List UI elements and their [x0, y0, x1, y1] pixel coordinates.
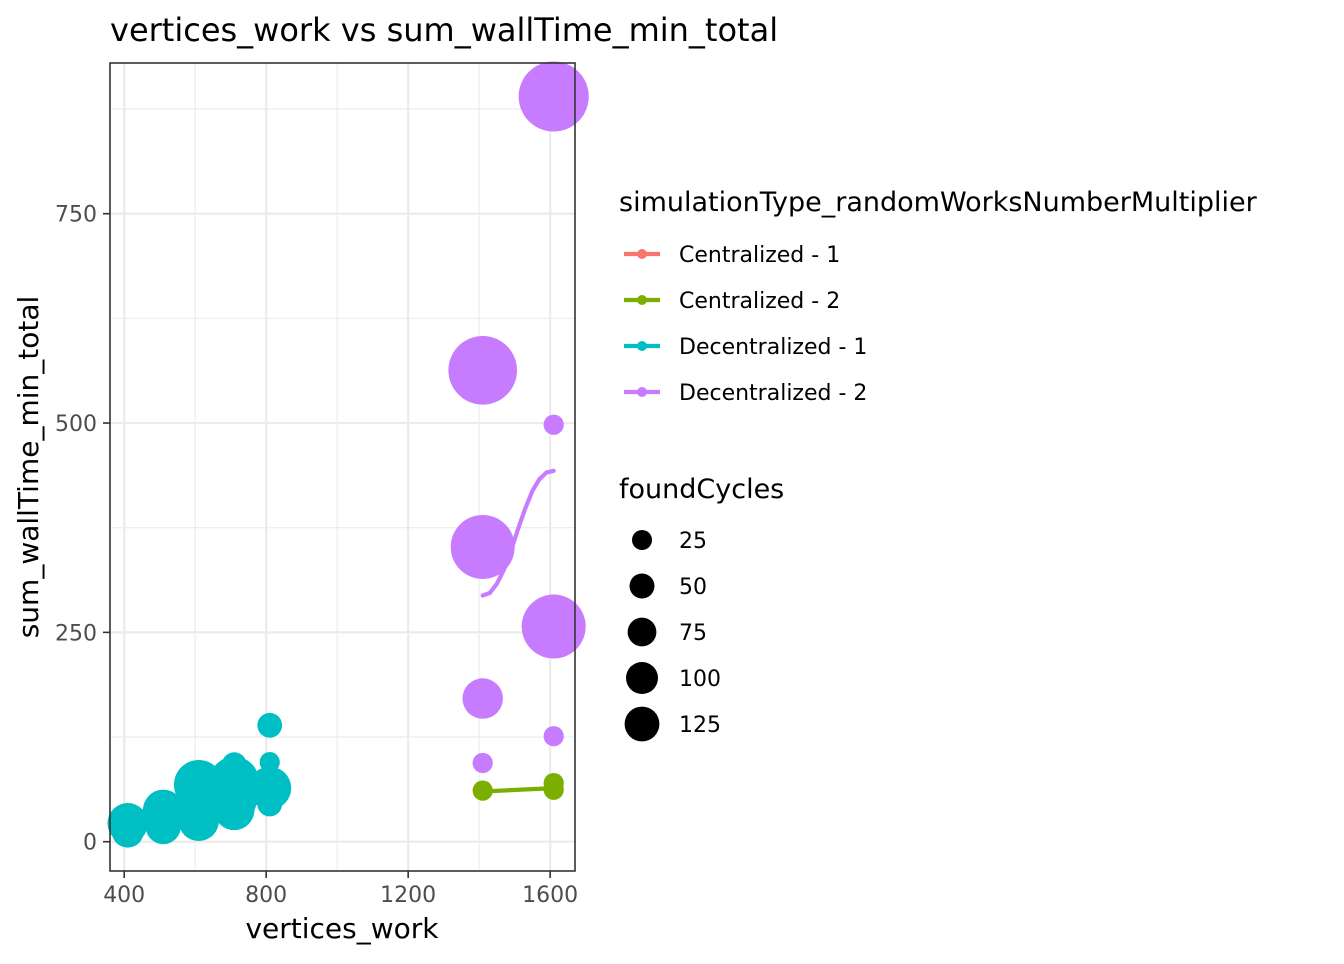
minor-gridlines	[110, 63, 575, 871]
panel-border	[109, 62, 576, 872]
plot-panel	[107, 61, 589, 872]
color-legend-title: simulationType_randomWorksNumberMultipli…	[619, 187, 1258, 218]
data-point	[448, 335, 518, 405]
data-point	[257, 712, 283, 738]
size-legend-label: 75	[679, 621, 707, 646]
x-tick-label: 1600	[522, 883, 578, 908]
data-point	[143, 789, 184, 831]
legend-key-dot	[637, 341, 647, 351]
x-tick-label: 400	[103, 883, 145, 908]
color-legend: simulationType_randomWorksNumberMultipli…	[619, 187, 1258, 406]
legend-key-dot	[637, 387, 647, 397]
data-point	[248, 766, 292, 810]
data-point	[543, 414, 564, 435]
legend-label: Centralized - 2	[679, 289, 840, 314]
y-tick-label: 500	[55, 412, 97, 437]
data-point	[518, 61, 589, 132]
data-point	[209, 756, 260, 807]
y-tick-label: 0	[83, 831, 97, 856]
data-point	[462, 678, 503, 719]
x-axis-label: vertices_work	[245, 912, 439, 945]
trend-line	[480, 786, 556, 794]
panel-background	[110, 63, 575, 871]
data-point	[221, 752, 247, 778]
size-legend-key	[626, 662, 658, 694]
legend-key-dot	[637, 295, 647, 305]
size-legend-label: 100	[679, 667, 721, 692]
data-point	[472, 752, 493, 774]
data-point	[543, 726, 564, 747]
y-tick-label: 250	[55, 621, 97, 646]
data-point	[543, 772, 564, 794]
legend-label: Decentralized - 2	[679, 381, 867, 406]
x-axis: 400 800 1200 1600	[103, 871, 578, 908]
size-legend-label: 25	[679, 529, 707, 554]
data-points	[107, 61, 589, 848]
data-point	[472, 780, 493, 801]
y-axis: 0 250 500 750	[55, 203, 110, 856]
data-point	[259, 752, 280, 773]
size-legend-key	[624, 706, 660, 742]
data-point	[521, 594, 586, 659]
size-legend-label: 125	[679, 713, 721, 738]
legend-key-dot	[637, 249, 647, 259]
data-point	[450, 514, 515, 579]
size-legend-key	[632, 530, 652, 550]
size-legend-key	[629, 573, 655, 599]
x-tick-label: 1200	[380, 883, 436, 908]
x-tick-label: 800	[245, 883, 287, 908]
chart-title: vertices_work vs sum_wallTime_min_total	[110, 11, 778, 49]
size-legend-key	[627, 617, 657, 647]
data-point	[173, 759, 224, 810]
trend-line	[480, 468, 556, 598]
legend-label: Centralized - 1	[679, 243, 840, 268]
legend-label: Decentralized - 1	[679, 335, 867, 360]
size-legend-label: 50	[679, 575, 707, 600]
size-legend-title: foundCycles	[619, 474, 784, 505]
data-point	[107, 803, 148, 844]
size-legend: foundCycles 25 50 75 100 125	[619, 474, 784, 742]
y-tick-label: 750	[55, 203, 97, 228]
y-axis-label: sum_wallTime_min_total	[12, 296, 45, 639]
